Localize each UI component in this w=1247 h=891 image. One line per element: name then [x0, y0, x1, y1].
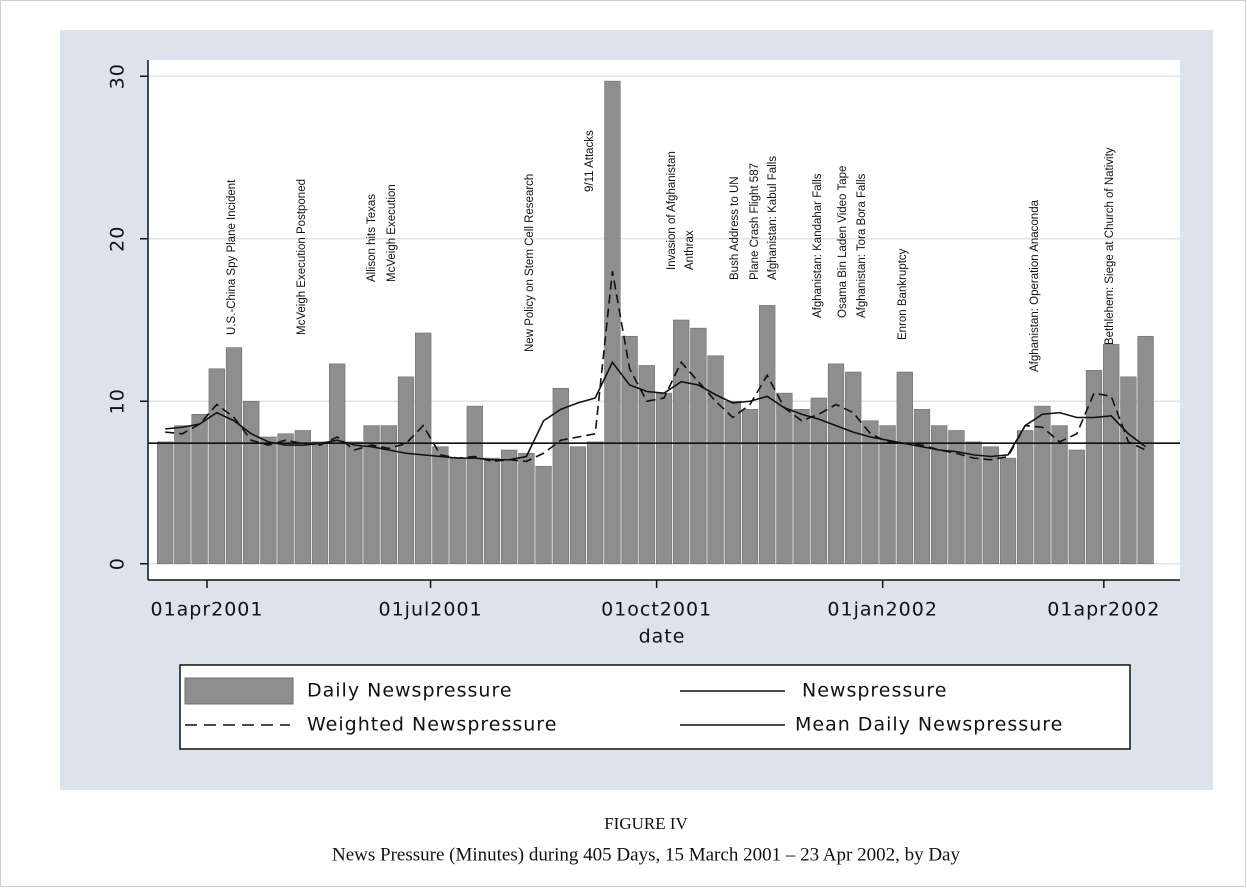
y-tick-label: 10 — [107, 388, 129, 414]
bar — [518, 452, 535, 565]
annotation: Enron Bankruptcy — [897, 248, 909, 340]
caption: News Pressure (Minutes) during 405 Days,… — [332, 844, 960, 865]
annotation: Anthrax — [684, 230, 696, 270]
bar — [862, 420, 879, 565]
annotation: Afghanistan: Operation Anaconda — [1029, 199, 1041, 372]
annotation: McVeigh Execution — [386, 184, 398, 282]
y-tick-label: 0 — [107, 557, 129, 570]
bar — [294, 430, 311, 565]
bar — [810, 397, 827, 565]
annotation: McVeigh Execution Postponed — [296, 179, 308, 335]
bar — [552, 387, 569, 565]
legend-label: Daily Newspressure — [307, 680, 513, 702]
bar — [449, 457, 466, 565]
bar — [896, 371, 913, 565]
bar — [1137, 335, 1154, 565]
bar — [208, 368, 225, 565]
annotation: Bethlehem: Siege at Church of Nativity — [1104, 147, 1116, 345]
bar — [638, 365, 655, 565]
bar — [879, 425, 896, 565]
annotation: Afghanistan: Kabul Falls — [767, 156, 779, 280]
bar — [380, 425, 397, 565]
annotation: 9/11 Attacks — [584, 130, 596, 192]
bar — [260, 436, 277, 565]
bar — [913, 409, 931, 565]
annotation: Afghanistan: Kandahar Falls — [812, 173, 824, 318]
bar — [741, 409, 759, 565]
bar — [1085, 370, 1103, 565]
bar — [1103, 344, 1120, 565]
bar — [501, 449, 518, 565]
bar — [965, 441, 982, 565]
bar — [174, 425, 191, 565]
figure-label: FIGURE IV — [604, 814, 688, 833]
weighted-line — [165, 271, 1146, 463]
bar — [466, 405, 483, 565]
annotation: Allison hits Texas — [366, 194, 378, 282]
bar — [569, 446, 587, 565]
annotation: Osama Bin Laden Video Tape — [837, 166, 849, 318]
bar — [621, 335, 638, 565]
bar — [415, 332, 432, 565]
bar — [827, 363, 845, 565]
bar — [311, 441, 329, 565]
bar — [535, 465, 552, 565]
y-tick-label: 30 — [107, 63, 129, 89]
x-tick-label: 01jan2002 — [827, 599, 938, 621]
bar — [1120, 376, 1137, 565]
bar — [587, 441, 604, 565]
bar — [191, 413, 208, 565]
legend-label: Newspressure — [802, 680, 947, 702]
annotation: Invasion of Afghanistan — [666, 151, 678, 270]
bar — [724, 400, 741, 565]
x-axis-label: date — [639, 626, 686, 648]
bar — [363, 425, 380, 565]
bar — [948, 430, 965, 565]
line — [165, 360, 1147, 461]
annotation: Plane Crash Flight 587 — [749, 163, 761, 280]
bar — [845, 371, 862, 565]
bar — [999, 457, 1017, 565]
bar — [1017, 430, 1034, 565]
bar — [346, 441, 363, 565]
x-tick-label: 01apr2001 — [150, 599, 263, 621]
bar — [483, 457, 501, 565]
bar — [690, 327, 707, 565]
x-tick-label: 01apr2002 — [1047, 599, 1160, 621]
annotation: Afghanistan: Tora Bora Falls — [856, 173, 868, 318]
x-tick-label: 01oct2001 — [601, 599, 712, 621]
bar — [931, 425, 948, 565]
bar — [397, 376, 415, 565]
bar — [776, 392, 793, 565]
bar — [157, 441, 174, 565]
bar — [277, 433, 294, 565]
legend-label: Weighted Newspressure — [307, 714, 557, 736]
x-tick-label: 01jul2001 — [379, 599, 483, 621]
bar — [793, 409, 810, 565]
bar — [707, 355, 724, 565]
annotation: Bush Address to UN — [729, 176, 741, 280]
bar — [1051, 425, 1068, 565]
bar — [673, 319, 690, 565]
bar — [1068, 449, 1085, 565]
annotation: New Policy on Stem Cell Research — [524, 174, 536, 352]
legend-label: Mean Daily Newspressure — [795, 714, 1063, 736]
bar — [759, 305, 776, 565]
bar — [1034, 405, 1051, 565]
bar — [432, 446, 449, 565]
annotation: U.S.-China Spy Plane Incident — [226, 179, 238, 335]
bar — [982, 446, 999, 565]
y-tick-label: 20 — [107, 226, 129, 252]
bar — [243, 400, 260, 565]
legend-swatch — [184, 677, 294, 705]
bar — [655, 392, 673, 565]
bar — [329, 363, 346, 565]
legend — [179, 664, 1131, 750]
bar — [225, 347, 243, 565]
